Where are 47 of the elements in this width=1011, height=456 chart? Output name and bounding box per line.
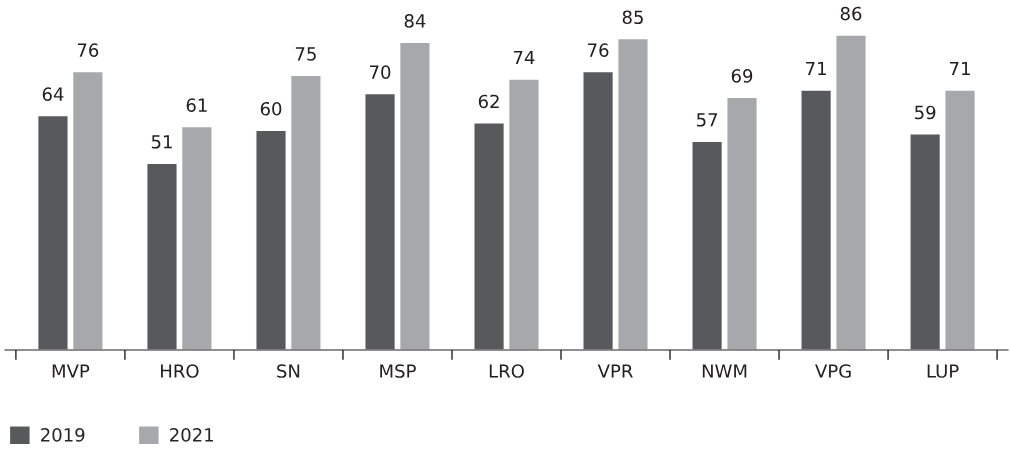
data-label: 51 xyxy=(151,135,172,149)
x-tick-label: HRO xyxy=(161,364,199,378)
bar xyxy=(71,70,104,350)
x-tick-label: VPG xyxy=(815,364,851,378)
data-label: 76 xyxy=(77,43,99,58)
bar xyxy=(944,89,976,350)
data-label: 71 xyxy=(806,61,826,76)
x-tick-label: LUP xyxy=(927,364,959,378)
bar xyxy=(726,96,758,350)
data-label: 75 xyxy=(295,47,316,61)
x-tick-label: VPR xyxy=(597,364,633,378)
bar xyxy=(37,114,69,350)
x-tick-label: MVP xyxy=(52,364,90,378)
bar xyxy=(507,78,540,350)
data-label: 60 xyxy=(260,101,282,116)
data-label: 57 xyxy=(697,113,718,127)
bar xyxy=(691,140,724,350)
bar xyxy=(473,122,506,350)
data-label: 64 xyxy=(42,87,64,101)
bar xyxy=(909,133,942,350)
x-tick-label: NWM xyxy=(702,364,747,378)
data-label: 85 xyxy=(622,10,643,25)
data-label: 76 xyxy=(588,43,609,58)
data-label: 59 xyxy=(915,105,936,120)
bar xyxy=(800,89,833,350)
bar xyxy=(398,41,431,350)
data-label: 61 xyxy=(186,98,207,112)
x-tick-label: SN xyxy=(277,364,300,378)
bar xyxy=(617,37,649,350)
data-label: 86 xyxy=(840,6,862,21)
data-label: 70 xyxy=(370,65,391,79)
bar xyxy=(835,34,867,350)
x-tick-label: LRO xyxy=(489,364,524,378)
data-label: 74 xyxy=(513,50,535,65)
data-label: 84 xyxy=(404,14,426,28)
bar xyxy=(364,92,396,350)
bar xyxy=(255,129,287,350)
bar xyxy=(582,70,615,350)
legend-label: 2021 xyxy=(170,428,214,442)
data-label: 71 xyxy=(950,61,970,76)
bar xyxy=(289,74,322,350)
legend-label: 2019 xyxy=(41,428,85,442)
x-tick-label: MSP xyxy=(380,364,416,378)
bar xyxy=(146,162,178,350)
bar xyxy=(180,125,213,350)
data-label: 69 xyxy=(731,69,753,83)
data-label: 62 xyxy=(478,94,499,109)
